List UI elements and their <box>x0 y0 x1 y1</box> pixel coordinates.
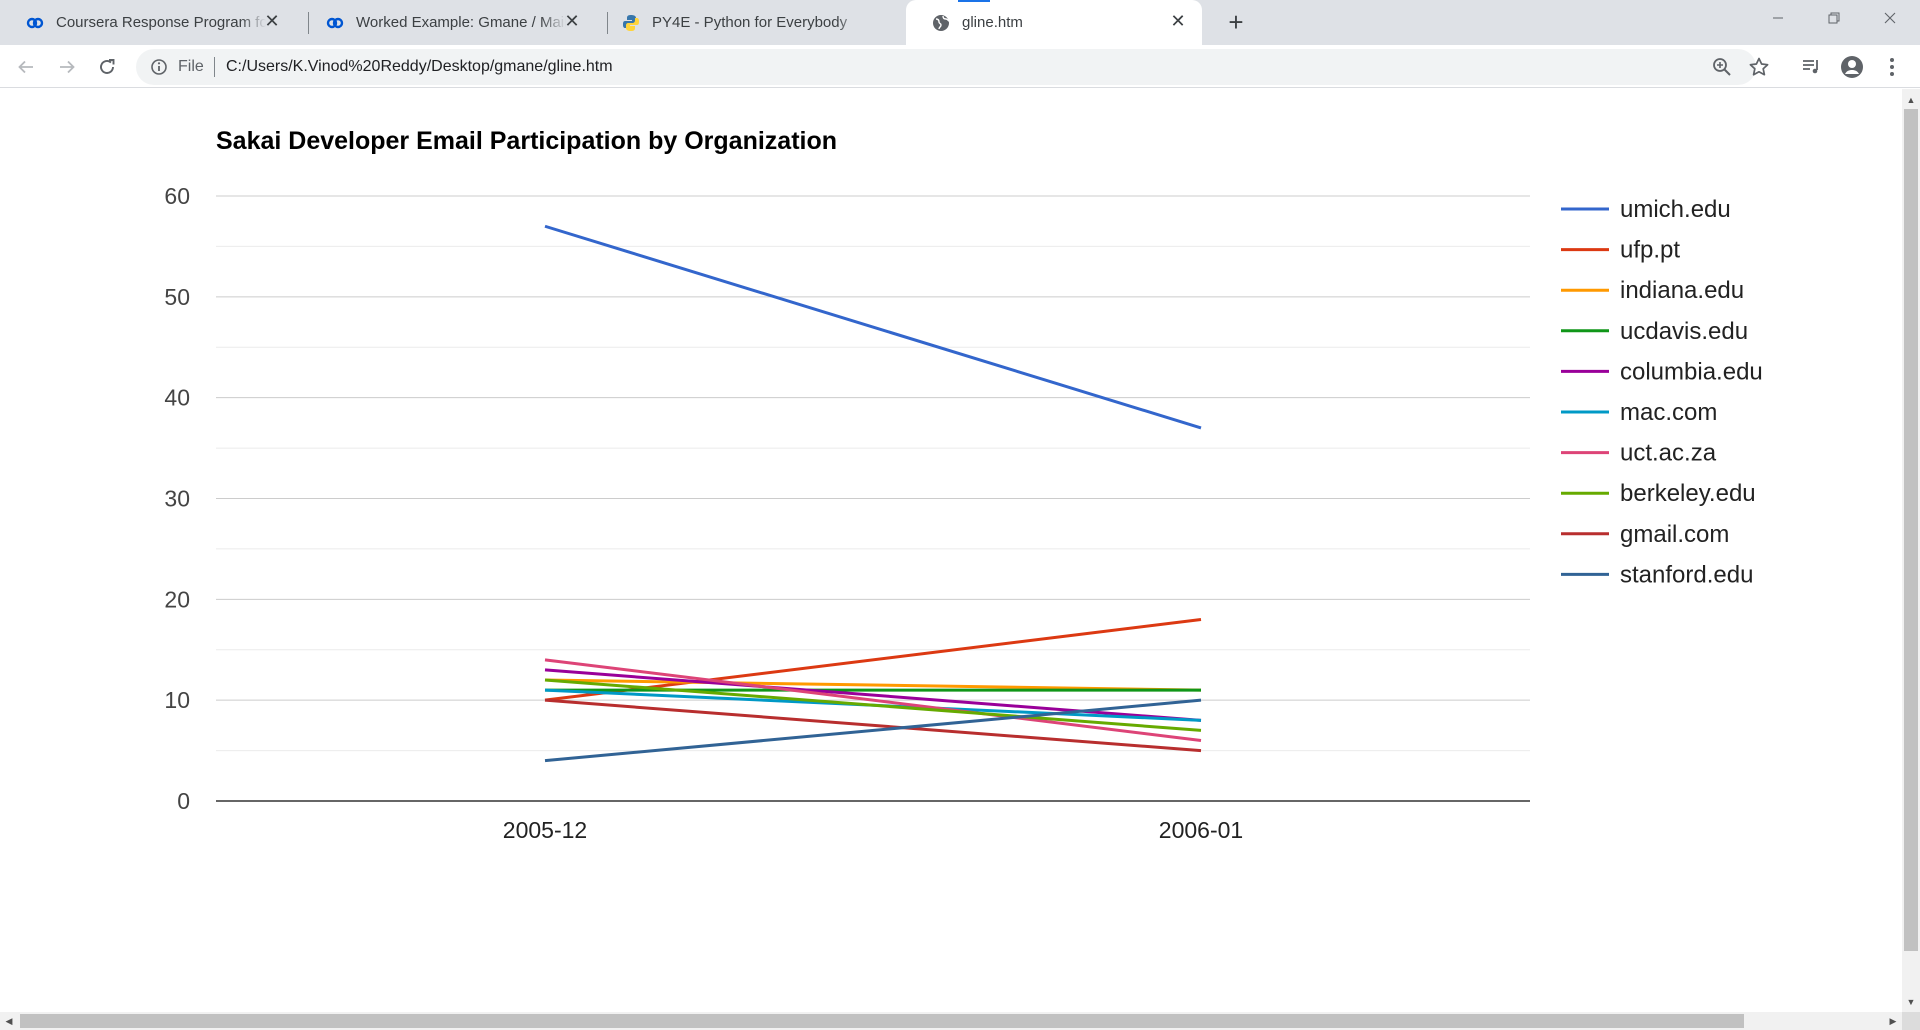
url-text[interactable]: C:/Users/K.Vinod%20Reddy/Desktop/gmane/g… <box>226 58 613 75</box>
address-bar[interactable]: File C:/Users/K.Vinod%20Reddy/Desktop/gm… <box>136 49 1769 85</box>
close-icon <box>1884 12 1896 24</box>
legend-label: indiana.edu <box>1620 277 1744 304</box>
scroll-up-icon[interactable]: ▲ <box>1906 95 1916 105</box>
tab-divider <box>607 12 608 34</box>
scroll-down-icon[interactable]: ▼ <box>1906 997 1916 1007</box>
profile-button[interactable] <box>1838 53 1866 81</box>
tab-divider <box>308 12 309 34</box>
y-tick-label: 60 <box>164 183 190 209</box>
account-icon <box>1841 56 1863 78</box>
gridlines <box>216 195 1530 752</box>
bookmark-star-icon[interactable] <box>1748 56 1770 78</box>
minimize-button[interactable] <box>1750 0 1806 36</box>
tab-title: Worked Example: Gmane / Mail - <box>356 14 566 31</box>
scroll-right-icon[interactable]: ▶ <box>1889 1016 1897 1026</box>
zoom-icon[interactable] <box>1712 57 1732 77</box>
legend-label: berkeley.edu <box>1620 480 1756 507</box>
tab-title: Coursera Response Program for A <box>56 14 266 31</box>
close-tab-icon[interactable]: ✕ <box>564 11 580 31</box>
legend-label: columbia.edu <box>1620 358 1763 385</box>
tab-py4e[interactable]: PY4E - Python for Everybody <box>598 0 894 45</box>
legend: umich.edu ufp.pt indiana.edu ucdavis.edu col… <box>1561 196 1763 588</box>
legend-label: mac.com <box>1620 399 1717 426</box>
chart-title: Sakai Developer Email Participation by O… <box>216 127 837 155</box>
legend-label: stanford.edu <box>1620 561 1753 588</box>
legend-label: umich.edu <box>1620 196 1731 223</box>
close-tab-icon[interactable]: ✕ <box>264 11 280 31</box>
series-lines <box>544 224 1202 763</box>
back-button[interactable] <box>10 51 42 83</box>
new-tab-button[interactable]: + <box>1228 7 1244 37</box>
horizontal-scroll-thumb[interactable] <box>20 1014 1744 1028</box>
reload-icon <box>100 59 115 74</box>
reload-button[interactable] <box>91 51 123 83</box>
globe-icon <box>932 14 950 32</box>
legend-label: uct.ac.za <box>1620 440 1717 467</box>
y-tick-label: 10 <box>164 687 190 713</box>
scrollbar-corner <box>1902 1012 1920 1030</box>
media-control-button[interactable] <box>1797 53 1825 81</box>
y-tick-label: 20 <box>164 586 190 612</box>
playlist-icon <box>1803 60 1818 74</box>
restore-button[interactable] <box>1806 0 1862 36</box>
legend-label: ufp.pt <box>1620 237 1680 264</box>
tab-loading-indicator <box>958 0 990 2</box>
kebab-menu-icon <box>1890 58 1894 76</box>
legend-label: ucdavis.edu <box>1620 318 1748 345</box>
series-line-stanford-edu <box>544 698 1202 763</box>
series-line-uct-ac-za <box>544 658 1202 742</box>
tab-strip: Coursera Response Program for A ✕ Worked… <box>0 0 1920 45</box>
close-window-button[interactable] <box>1862 0 1918 36</box>
omnibox-divider <box>214 57 215 77</box>
y-tick-label: 50 <box>164 284 190 310</box>
series-line-berkeley-edu <box>544 678 1202 732</box>
info-icon[interactable] <box>150 58 168 76</box>
series-line-indiana-edu <box>544 678 1202 692</box>
tab-title: PY4E - Python for Everybody <box>652 14 848 31</box>
x-tick-label: 2006-01 <box>1159 817 1243 843</box>
y-tick-label: 30 <box>164 486 190 512</box>
coursera-icon <box>326 14 344 32</box>
restore-icon <box>1828 12 1840 24</box>
tab-coursera-response[interactable]: Coursera Response Program for A ✕ <box>0 0 296 45</box>
close-tab-icon[interactable]: ✕ <box>1170 11 1186 31</box>
browser-toolbar: File C:/Users/K.Vinod%20Reddy/Desktop/gm… <box>0 45 1920 88</box>
back-arrow-icon <box>18 60 33 74</box>
line-chart: Sakai Developer Email Participation by O… <box>164 127 1763 843</box>
tab-worked-example[interactable]: Worked Example: Gmane / Mail - ✕ <box>300 0 596 45</box>
y-axis-ticks: 0 10 20 30 40 50 60 <box>164 183 190 814</box>
vertical-scroll-thumb[interactable] <box>1904 109 1918 951</box>
page-content: Sakai Developer Email Participation by O… <box>0 89 1902 1012</box>
python-icon <box>622 14 640 32</box>
y-tick-label: 0 <box>177 788 190 814</box>
scroll-left-icon[interactable]: ◀ <box>5 1016 13 1026</box>
series-line-columbia-edu <box>544 668 1202 722</box>
coursera-icon <box>26 14 44 32</box>
menu-button[interactable] <box>1878 53 1906 81</box>
forward-arrow-icon <box>60 60 75 74</box>
series-line-umich-edu <box>544 224 1202 430</box>
y-tick-label: 40 <box>164 385 190 411</box>
series-line-gmail-com <box>544 698 1202 753</box>
series-line-ufp-pt <box>544 618 1202 702</box>
tab-gline-active[interactable]: gline.htm ✕ <box>906 0 1202 45</box>
forward-button[interactable] <box>51 51 83 83</box>
x-axis-ticks: 2005-12 2006-01 <box>503 817 1243 843</box>
legend-label: gmail.com <box>1620 521 1729 548</box>
scheme-label: File <box>178 58 204 75</box>
tab-title: gline.htm <box>962 14 1023 31</box>
minimize-icon <box>1773 17 1783 19</box>
x-tick-label: 2005-12 <box>503 817 587 843</box>
